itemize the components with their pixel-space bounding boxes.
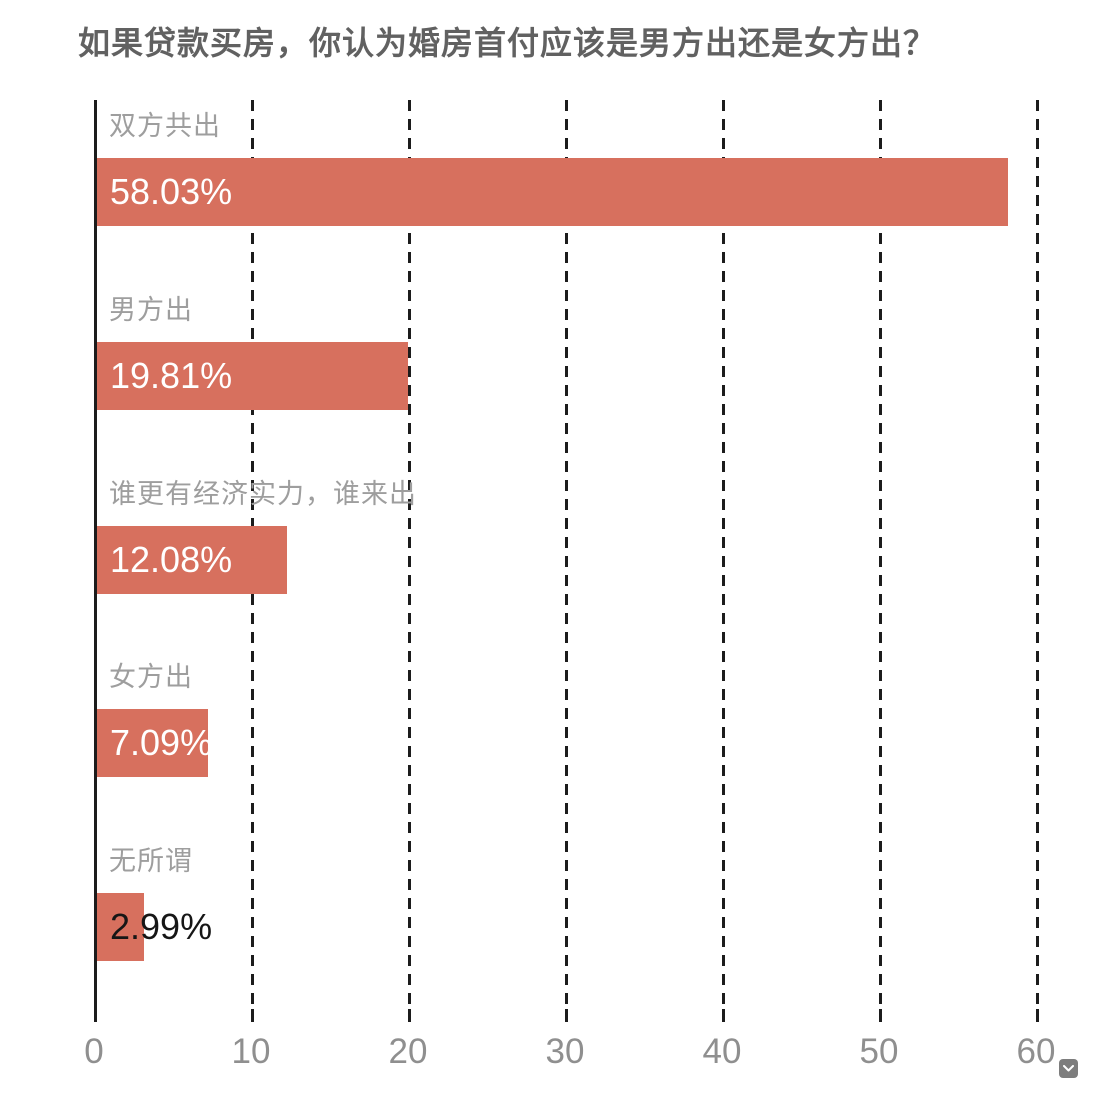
category-label: 谁更有经济实力，谁来出 bbox=[109, 479, 417, 509]
x-axis-tick-label: 50 bbox=[859, 1032, 899, 1071]
plot-area: 双方共出 58.03% 男方出 19.81% 谁更有经济实力，谁来出 12.08% 女方出 7… bbox=[94, 100, 1072, 1022]
bar-value-label: 12.08% bbox=[110, 539, 233, 580]
x-axis-tick-label: 30 bbox=[545, 1032, 585, 1071]
tick-mark-20 bbox=[408, 1009, 411, 1022]
bar bbox=[97, 709, 208, 777]
bar-value-label: 58.03% bbox=[110, 171, 233, 212]
tick-mark-60 bbox=[1036, 1009, 1039, 1022]
tick-mark-50 bbox=[879, 1009, 882, 1022]
bar bbox=[97, 158, 1008, 226]
tick-mark-10 bbox=[251, 1009, 254, 1022]
gridline-30 bbox=[565, 100, 568, 1022]
category-label: 双方共出 bbox=[109, 111, 221, 141]
x-axis: 0 10 20 30 40 50 60 bbox=[84, 1032, 1078, 1084]
gridline-50 bbox=[879, 100, 882, 1022]
bar-value-label: 19.81% bbox=[110, 355, 233, 396]
gridline-40 bbox=[722, 100, 725, 1022]
category-label: 无所谓 bbox=[109, 846, 193, 876]
tick-mark-30 bbox=[565, 1009, 568, 1022]
bar bbox=[97, 526, 287, 594]
x-axis-tick-label: 40 bbox=[702, 1032, 742, 1071]
bar-value-label: 7.09% bbox=[110, 722, 213, 763]
chevron-down-icon[interactable] bbox=[1059, 1059, 1078, 1078]
x-axis-tick-label: 60 bbox=[1016, 1032, 1056, 1071]
x-axis-tick-label: 10 bbox=[231, 1032, 271, 1071]
bar-value-label: 2.99% bbox=[110, 906, 213, 947]
x-axis-tick-label: 0 bbox=[84, 1032, 104, 1071]
gridline-60 bbox=[1036, 100, 1039, 1022]
category-label: 女方出 bbox=[109, 662, 193, 692]
chart-title: 如果贷款买房，你认为婚房首付应该是男方出还是女方出？ bbox=[78, 25, 937, 61]
tick-mark-40 bbox=[722, 1009, 725, 1022]
category-label: 男方出 bbox=[109, 295, 193, 325]
bar bbox=[97, 893, 144, 961]
x-axis-tick-label: 20 bbox=[388, 1032, 428, 1071]
gridline-20 bbox=[408, 100, 411, 1022]
bar bbox=[97, 342, 408, 410]
